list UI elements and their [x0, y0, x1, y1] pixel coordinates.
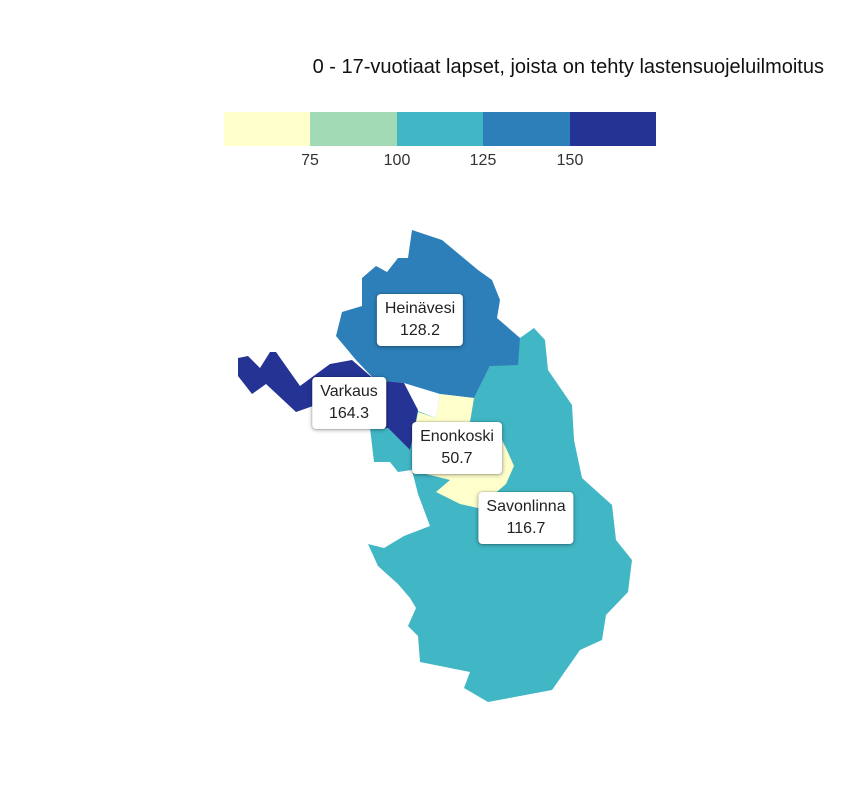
map-title: 0 - 17-vuotiaat lapset, joista on tehty … [312, 56, 824, 78]
region-name: Varkaus [320, 383, 378, 400]
region-value: 128.2 [399, 322, 441, 339]
region-name: Heinävesi [384, 300, 456, 317]
region-label-savonlinna: Savonlinna 116.7 [478, 492, 574, 544]
legend-swatch-4 [483, 112, 570, 146]
legend-tick-125: 125 [469, 152, 497, 169]
legend-swatch-1 [224, 112, 311, 146]
legend-tick-150: 150 [556, 152, 584, 169]
region-value: 116.7 [506, 520, 546, 537]
region-label-heinavesi: Heinävesi 128.2 [376, 294, 464, 346]
legend-tick-100: 100 [383, 152, 411, 169]
legend-swatch-2 [310, 112, 397, 146]
region-label-enonkoski: Enonkoski 50.7 [412, 422, 502, 474]
region-name: Savonlinna [486, 498, 566, 515]
region-label-varkaus: Varkaus 164.3 [312, 377, 386, 429]
color-legend [224, 112, 656, 146]
legend-swatch-5 [569, 112, 656, 146]
region-value: 50.7 [441, 450, 473, 467]
region-value: 164.3 [328, 405, 370, 422]
legend-swatch-3 [396, 112, 484, 146]
legend-tick-75: 75 [301, 152, 319, 169]
region-name: Enonkoski [420, 428, 494, 445]
